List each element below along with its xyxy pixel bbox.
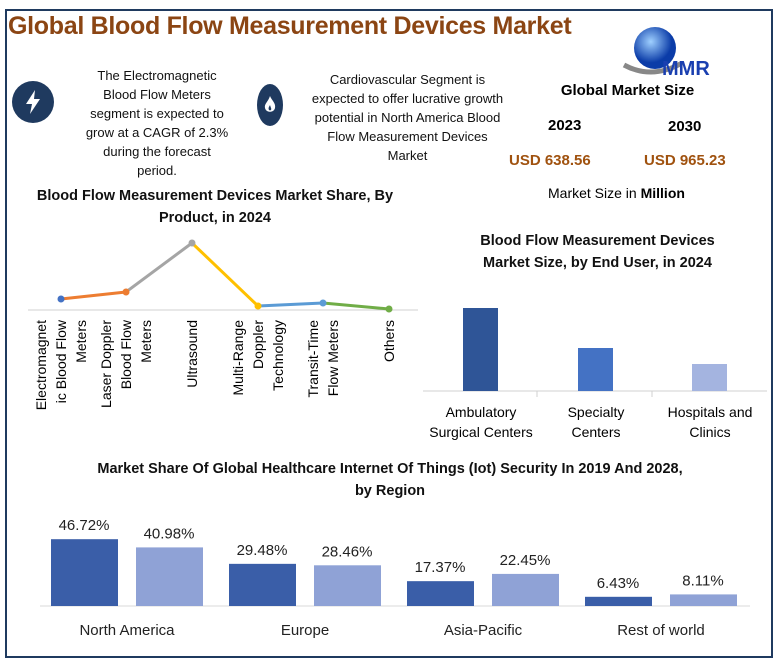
product-chart-title: Blood Flow Measurement Devices Market Sh… — [36, 188, 394, 226]
x-tick-label: Centers — [571, 424, 620, 440]
data-point — [385, 305, 393, 313]
data-label: 6.43% — [597, 575, 640, 592]
x-tick-label: Doppler — [250, 320, 266, 369]
data-label: 29.48% — [237, 542, 288, 559]
x-tick-label: Surgical Centers — [429, 424, 533, 440]
data-label: 8.11% — [682, 572, 723, 589]
x-tick-label: Europe — [281, 622, 329, 639]
page-title: Global Blood Flow Measurement Devices Ma… — [8, 12, 572, 40]
x-tick-label: Meters — [138, 320, 154, 363]
x-tick-label: Meters — [73, 320, 89, 363]
bar — [670, 594, 737, 606]
data-point — [188, 239, 196, 247]
highlight-text-2: Cardiovascular Segment is expected to of… — [311, 72, 504, 163]
lightning-bolt-icon — [12, 81, 54, 123]
x-tick-label: Technology — [270, 320, 286, 391]
highlight-text-1: The Electromagnetic Blood Flow Meters se… — [85, 68, 229, 178]
x-tick-label: ic Blood Flow — [53, 319, 69, 403]
data-label: 28.46% — [322, 543, 373, 560]
data-point — [319, 299, 327, 307]
x-tick-label: Asia-Pacific — [444, 622, 523, 639]
x-tick-label: Ambulatory — [446, 404, 517, 420]
bar — [578, 348, 613, 391]
bar — [407, 581, 474, 606]
x-tick-label: North America — [79, 622, 175, 639]
bar — [692, 364, 727, 391]
data-label: 22.45% — [500, 552, 551, 569]
bar — [492, 573, 559, 606]
x-tick-label: Electromagnet — [33, 320, 49, 410]
data-point — [122, 288, 130, 296]
data-label: 17.37% — [415, 559, 466, 576]
line-segment — [125, 241, 193, 294]
unit-label: Market Size in Million — [548, 185, 685, 201]
line-segment — [60, 290, 127, 301]
bar — [463, 308, 498, 391]
x-tick-label: Specialty — [568, 404, 625, 420]
frame-border — [5, 9, 773, 658]
x-tick-label: Laser Doppler — [98, 320, 114, 408]
line-segment — [190, 241, 260, 308]
bar — [229, 563, 296, 606]
data-label: 46.72% — [59, 517, 110, 534]
x-tick-label: Hospitals and — [668, 404, 753, 420]
x-tick-label: Rest of world — [617, 622, 705, 639]
line-segment — [257, 301, 324, 308]
line-segment — [322, 301, 390, 311]
mmr-logo: MMR — [622, 25, 742, 80]
bar — [51, 539, 118, 606]
unit-prefix: Market Size in — [548, 185, 641, 201]
svg-text:MMR: MMR — [662, 58, 710, 80]
flame-icon — [257, 84, 283, 126]
year-2030: 2030 — [668, 118, 702, 135]
value-2030: USD 965.23 — [644, 152, 726, 169]
x-tick-label: Ultrasound — [184, 320, 200, 388]
unit-bold: Million — [640, 185, 685, 201]
data-label: 40.98% — [144, 525, 195, 542]
x-tick-label: Clinics — [689, 424, 730, 440]
value-2023: USD 638.56 — [509, 152, 591, 169]
enduser-chart-title: Blood Flow Measurement Devices Market Si… — [480, 233, 715, 271]
region-chart-title: Market Share Of Global Healthcare Intern… — [97, 461, 683, 499]
data-point — [57, 295, 65, 303]
x-tick-label: Blood Flow — [118, 319, 134, 389]
bar — [136, 547, 203, 606]
year-2023: 2023 — [548, 117, 582, 134]
x-tick-label: Multi-Range — [230, 320, 246, 396]
bar — [314, 565, 381, 606]
x-tick-label: Flow Meters — [325, 320, 341, 396]
x-tick-label: Transit-Time — [305, 320, 321, 398]
data-point — [254, 302, 262, 310]
market-size-title: Global Market Size — [560, 82, 695, 99]
bar — [585, 596, 652, 606]
x-tick-label: Others — [381, 320, 397, 362]
